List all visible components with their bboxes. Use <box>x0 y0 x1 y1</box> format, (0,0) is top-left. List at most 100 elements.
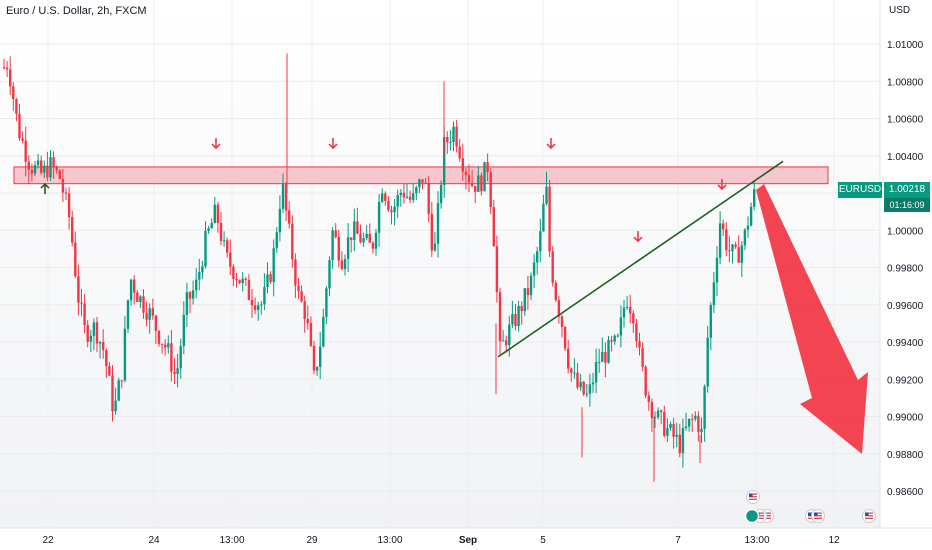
candle-body <box>477 175 480 192</box>
currency-label: USD <box>889 5 911 16</box>
candle-body <box>588 384 592 394</box>
candle <box>235 272 238 288</box>
candle <box>74 231 77 279</box>
candle-body <box>247 279 251 300</box>
economic-events <box>744 490 876 524</box>
price-axis[interactable]: 1.010001.008001.006001.004001.002001.000… <box>879 0 924 528</box>
candle <box>278 195 282 242</box>
candle-body <box>241 278 244 284</box>
candle-body <box>98 342 102 344</box>
candle <box>467 164 471 192</box>
candle-body <box>195 279 198 291</box>
candle-body <box>86 325 89 342</box>
candle-body <box>551 251 554 283</box>
event-flag-stripe <box>814 517 822 519</box>
candle-body <box>114 400 117 412</box>
rejection-down-arrow <box>633 231 643 243</box>
candle <box>173 358 176 385</box>
event-flag[interactable] <box>746 490 760 504</box>
candle-body <box>198 272 201 280</box>
candle <box>393 199 396 226</box>
candle <box>501 329 505 342</box>
candle-body <box>269 274 272 282</box>
candle-body <box>2 67 6 69</box>
candle-body <box>443 136 446 185</box>
candle <box>303 295 306 333</box>
candle <box>458 138 461 162</box>
candle <box>266 262 269 294</box>
event-flag[interactable] <box>862 509 876 523</box>
candle-body <box>641 347 644 367</box>
candle <box>61 168 65 203</box>
candle-body <box>728 250 731 252</box>
candle-body <box>548 186 551 252</box>
candle <box>46 151 49 182</box>
candle-body <box>644 366 647 396</box>
candle <box>226 237 229 258</box>
candle <box>250 289 254 319</box>
candle <box>300 285 303 303</box>
candle-body <box>368 233 371 243</box>
candle <box>672 417 675 449</box>
candle-body <box>573 372 576 374</box>
candle <box>430 202 433 257</box>
candle-body <box>331 230 334 261</box>
candle <box>30 163 34 182</box>
candle-body <box>613 335 616 342</box>
candle-body <box>433 243 437 251</box>
candle <box>678 423 681 458</box>
candle-body <box>554 282 557 300</box>
candle-body <box>470 182 474 187</box>
event-flag-stripe <box>763 517 771 519</box>
candle <box>384 191 387 206</box>
candle <box>681 418 685 468</box>
event-flag-highlight[interactable] <box>744 508 760 524</box>
price-tick-label: 0.99200 <box>887 375 924 386</box>
candle <box>176 353 179 388</box>
candle <box>210 218 213 229</box>
event-flag-stripe <box>756 515 764 517</box>
candle <box>523 288 526 316</box>
candle-body <box>33 165 37 174</box>
candle <box>573 358 576 379</box>
candle-body <box>390 210 393 213</box>
candle <box>743 228 747 251</box>
candle <box>433 232 437 252</box>
candle-body <box>350 237 353 240</box>
candle-body <box>133 279 136 293</box>
candle-body <box>284 184 288 211</box>
event-flag-stripe <box>865 517 873 519</box>
candle <box>511 300 514 328</box>
candle <box>204 221 207 269</box>
candle <box>545 171 548 206</box>
rejection-down-arrow <box>211 138 221 150</box>
candle <box>334 223 337 239</box>
candle-body <box>36 160 40 166</box>
candle <box>12 82 15 111</box>
candle <box>660 409 663 425</box>
candle-body <box>18 113 21 139</box>
candle-body <box>244 278 247 280</box>
candle-body <box>52 157 55 168</box>
candle <box>139 295 142 308</box>
candle <box>195 267 198 298</box>
symbol-title[interactable]: Euro / U.S. Dollar, 2h, FXCM <box>6 5 147 17</box>
candle-body <box>219 222 223 241</box>
candle-body <box>117 380 120 401</box>
time-axis[interactable]: 22 24 13:00 29 13:00 Sep 5 7 13:00 12 <box>0 527 932 546</box>
badge-price: 1.00218 <box>884 182 930 198</box>
event-flag-stripe <box>814 515 822 517</box>
candle <box>306 305 309 330</box>
candle-body <box>591 382 595 385</box>
candle <box>120 379 123 389</box>
candle-body <box>449 141 452 143</box>
candle <box>213 197 216 224</box>
candle <box>151 298 154 320</box>
candle-body <box>666 428 669 436</box>
candle <box>346 223 350 273</box>
event-flag[interactable] <box>811 509 825 523</box>
candle-body <box>594 362 598 383</box>
candle <box>145 301 148 327</box>
